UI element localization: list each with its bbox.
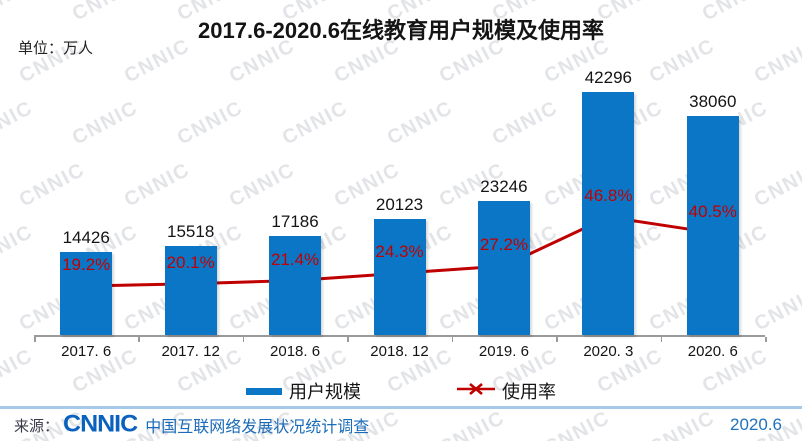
bar xyxy=(373,219,426,335)
x-axis-tick xyxy=(34,337,36,342)
usage-rate-label: 46.8% xyxy=(584,186,633,205)
x-axis-tick xyxy=(138,337,140,342)
x-axis-label: 2017. 12 xyxy=(161,343,220,360)
usage-rate-label: 21.4% xyxy=(270,249,320,269)
x-axis-label: 2020. 6 xyxy=(687,343,738,360)
x-axis-label: 2017. 6 xyxy=(61,343,112,360)
bar-series-swatch xyxy=(246,387,282,395)
footer: 来源： CNNIC 中国互联网络发展状况统计调查 2020.6 xyxy=(0,406,802,441)
usage-rate-label: 27.2% xyxy=(479,235,529,254)
x-axis-tick xyxy=(765,337,767,342)
bar xyxy=(686,116,739,335)
bar xyxy=(60,252,113,335)
line-series-swatch xyxy=(457,381,495,402)
x-axis-label: 2018. 12 xyxy=(370,343,429,360)
x-axis-tick xyxy=(660,337,663,342)
legend-label-user-scale: 用户规模 xyxy=(289,382,361,402)
legend: 用户规模 使用率 xyxy=(0,379,802,403)
bar-value-label: 42296 xyxy=(584,68,632,87)
legend-label-usage-rate: 使用率 xyxy=(502,382,556,402)
x-axis-label: 2020. 3 xyxy=(583,343,634,360)
x-axis-label: 2019. 6 xyxy=(478,343,529,360)
bar-value-label: 15518 xyxy=(167,221,215,241)
bar-value-label: 17186 xyxy=(271,212,319,232)
unit-label: 单位：万人 xyxy=(18,40,94,57)
bar xyxy=(164,245,217,335)
legend-item-user-scale: 用户规模 xyxy=(246,378,361,404)
report-date: 2020.6 xyxy=(730,415,782,434)
bar-value-label: 20123 xyxy=(375,195,424,215)
legend-item-usage-rate: 使用率 xyxy=(457,378,556,404)
bar xyxy=(477,201,530,335)
usage-rate-label: 24.3% xyxy=(375,242,424,262)
x-axis-tick xyxy=(347,337,349,342)
x-axis-line xyxy=(34,335,765,337)
chart-title: 2017.6-2020.6在线教育用户规模及使用率 xyxy=(198,18,604,43)
x-axis-tick xyxy=(451,337,454,342)
bar xyxy=(269,236,322,335)
bar-value-label: 23246 xyxy=(480,177,528,197)
usage-rate-label: 20.1% xyxy=(166,252,215,272)
bar xyxy=(582,92,635,335)
x-axis-tick xyxy=(242,337,245,342)
bar-value-label: 14426 xyxy=(62,228,110,248)
source-name: 中国互联网络发展状况统计调查 xyxy=(145,419,370,436)
x-axis-tick xyxy=(556,337,558,342)
usage-rate-label: 19.2% xyxy=(62,255,111,274)
x-axis-label: 2018. 6 xyxy=(270,343,321,360)
bar-value-label: 38060 xyxy=(689,92,737,112)
source-prefix: 来源： xyxy=(14,417,60,435)
cnnic-logo: CNNIC xyxy=(63,410,138,437)
usage-rate-label: 40.5% xyxy=(688,201,737,221)
